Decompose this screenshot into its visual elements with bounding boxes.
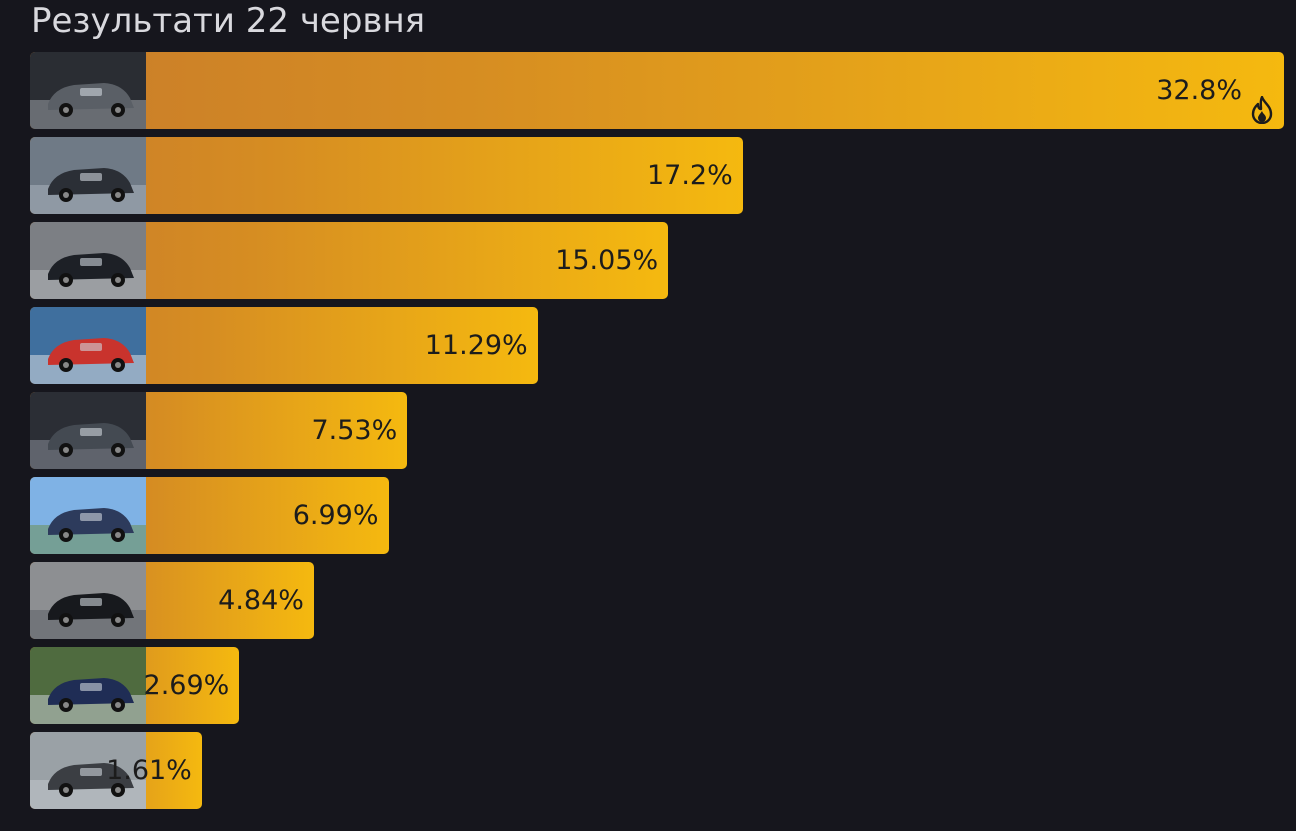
result-row: 2.69% [30,647,1284,724]
result-row: 4.84% [30,562,1284,639]
car-photo-icon [30,307,146,384]
result-percent: 7.53% [311,415,398,446]
car-photo-icon [30,392,146,469]
result-value: 6.99% [293,477,379,554]
result-bar: 2.69% [30,647,240,724]
result-bar: 32.8% [30,52,1284,129]
result-row: 11.29% [30,307,1284,384]
result-bar: 1.61% [30,732,202,809]
result-row: 15.05% [30,222,1284,299]
results-bars: 32.8% 17.2% 15.05% 11.29% 7.53% 6.99% 4.84% 2.6… [30,52,1284,817]
result-percent: 15.05% [555,245,659,276]
result-row: 6.99% [30,477,1284,554]
car-photo-icon [30,137,146,214]
car-photo-icon [30,52,146,129]
result-value: 1.61% [106,732,192,809]
result-row: 7.53% [30,392,1284,469]
result-percent: 11.29% [424,330,528,361]
car-photo-icon [30,562,146,639]
result-row: 32.8% [30,52,1284,129]
result-bar: 11.29% [30,307,538,384]
result-value: 4.84% [218,562,304,639]
result-percent: 1.61% [106,755,192,786]
result-value: 15.05% [555,222,658,299]
result-percent: 6.99% [292,500,379,531]
result-value: 11.29% [425,307,528,384]
car-photo-icon [30,732,146,809]
result-value: 2.69% [144,647,230,724]
result-bar: 6.99% [30,477,389,554]
result-value: 7.53% [311,392,397,469]
result-row: 17.2% [30,137,1284,214]
result-percent: 32.8% [1156,75,1242,106]
result-value: 17.2% [647,137,733,214]
result-bar: 17.2% [30,137,743,214]
car-photo-icon [30,477,146,554]
result-bar: 4.84% [30,562,314,639]
result-row: 1.61% [30,732,1284,809]
result-bar: 15.05% [30,222,669,299]
fire-icon [1250,77,1274,124]
result-percent: 17.2% [646,160,733,191]
result-percent: 4.84% [218,585,304,616]
chart-title: Результати 22 червня [31,1,426,41]
result-bar: 7.53% [30,392,408,469]
result-percent: 2.69% [143,670,230,701]
result-value: 32.8% [1156,52,1274,129]
car-photo-icon [30,647,146,724]
car-photo-icon [30,222,146,299]
